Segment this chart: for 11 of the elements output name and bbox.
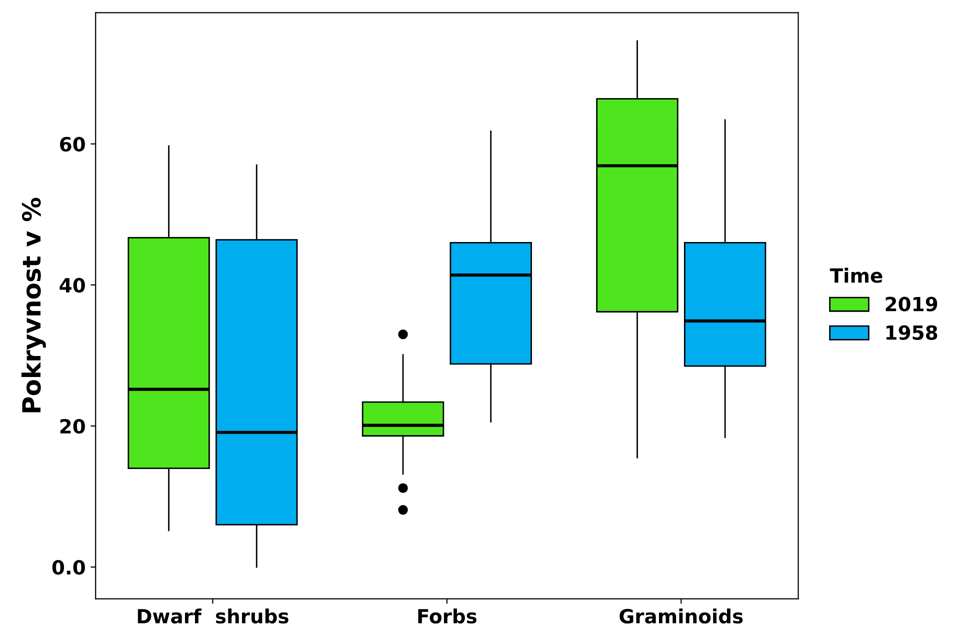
legend-label: 1958 [886,325,938,340]
x-tick-label: Dwarf shrubs [138,608,288,624]
x-tick-label: Graminoids [620,608,743,624]
y-tick-label: 40 [60,278,85,293]
y-tick-label: 20 [60,418,85,434]
legend-label: 2019 [886,296,938,312]
y-axis-title: Pokryvnost v % [21,198,46,412]
legend-title: Time [830,268,882,283]
y-tick-label: 60 [60,136,85,152]
y-tick-label: 0.0 [52,560,85,575]
x-tick-label: Forbs [418,608,476,624]
